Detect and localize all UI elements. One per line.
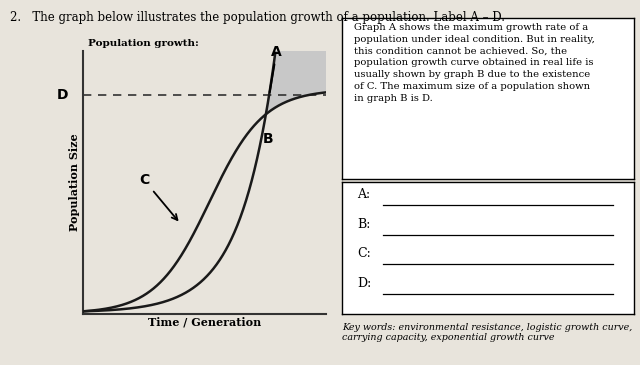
Text: B:: B: bbox=[357, 218, 371, 231]
Y-axis label: Population Size: Population Size bbox=[69, 134, 81, 231]
Text: A:: A: bbox=[357, 188, 370, 201]
Text: C:: C: bbox=[357, 247, 371, 260]
Text: A: A bbox=[269, 45, 282, 92]
Text: Graph A shows the maximum growth rate of a
population under ideal condition. But: Graph A shows the maximum growth rate of… bbox=[354, 23, 595, 103]
Text: D:: D: bbox=[357, 277, 371, 290]
Text: C: C bbox=[139, 173, 177, 220]
Text: B: B bbox=[263, 132, 274, 146]
X-axis label: Time / Generation: Time / Generation bbox=[148, 317, 261, 328]
Text: 2.   The graph below illustrates the population growth of a population. Label A : 2. The graph below illustrates the popul… bbox=[10, 11, 504, 24]
Text: D: D bbox=[57, 88, 68, 102]
Text: Population growth:: Population growth: bbox=[88, 39, 199, 49]
Text: Key words: environmental resistance, logistic growth curve,
carrying capacity, e: Key words: environmental resistance, log… bbox=[342, 323, 633, 342]
